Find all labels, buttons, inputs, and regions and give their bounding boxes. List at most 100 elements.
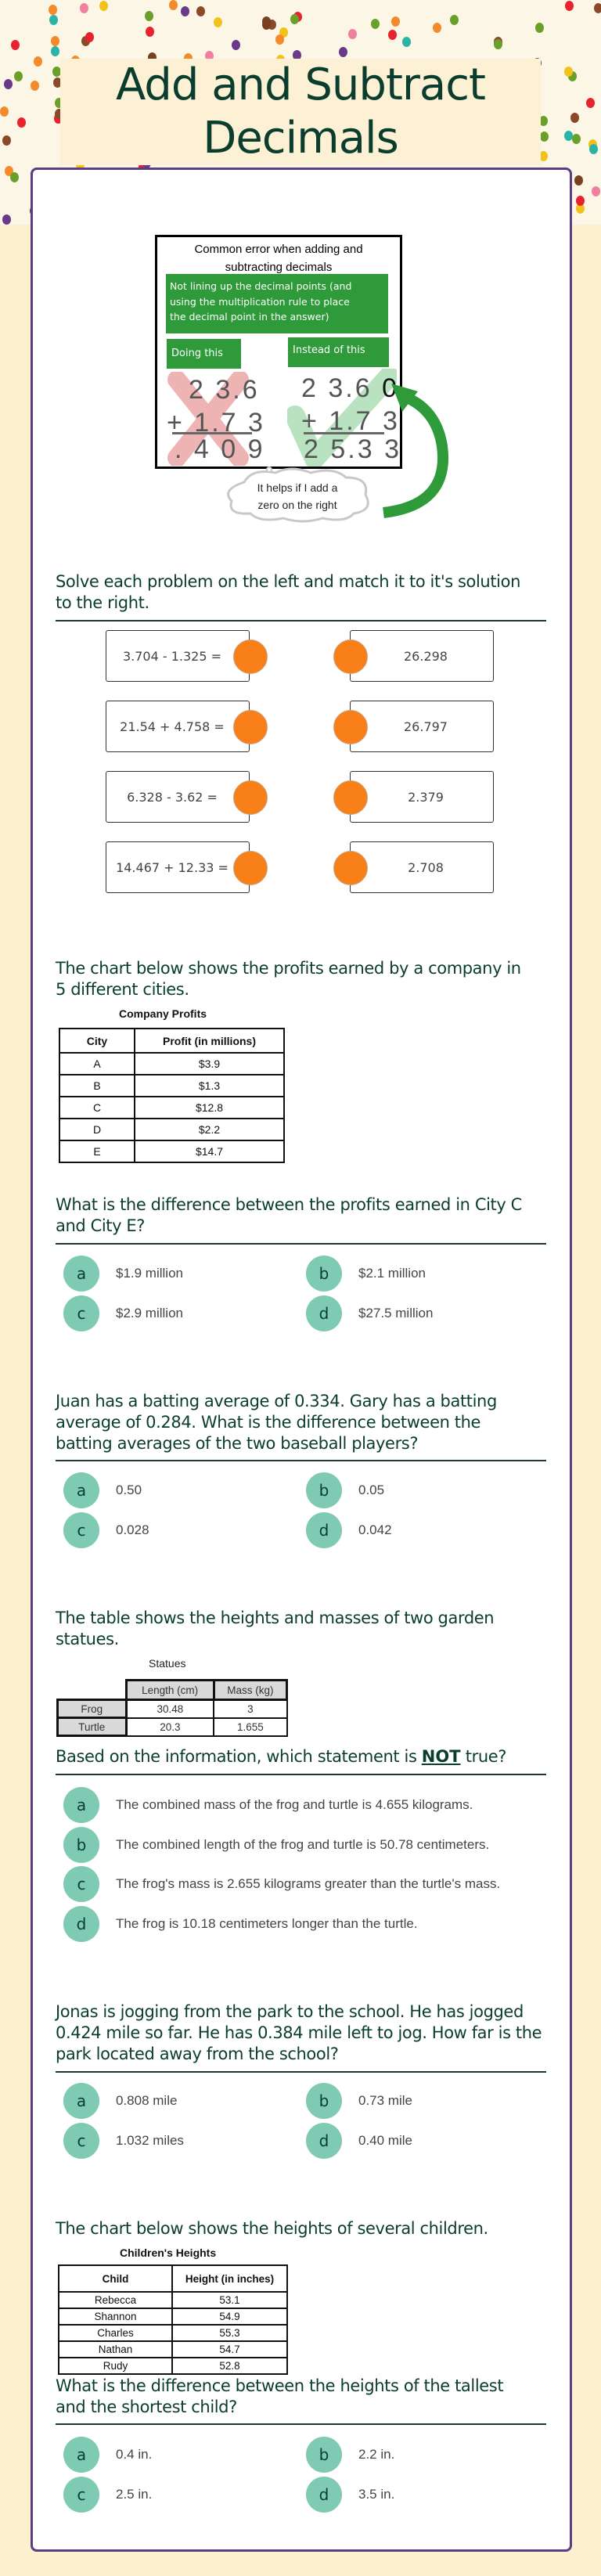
column-header: City [59,1028,135,1054]
table-title: Children's Heights [120,2246,217,2259]
option-letter-bubble[interactable]: c [63,2123,99,2159]
answer-option-c[interactable]: c 2.5 in. [63,2477,152,2513]
solution-card[interactable]: 26.298 [350,630,494,682]
table-cell: 3 [213,1699,288,1719]
polka-dot [539,131,549,142]
right-label: Instead of this [288,337,389,367]
answer-option-a[interactable]: a The combined mass of the frog and turt… [63,1787,473,1823]
option-letter-bubble[interactable]: c [63,1295,99,1331]
answer-option-b[interactable]: b The combined length of the frog and tu… [63,1827,489,1863]
option-letter-bubble[interactable]: a [63,1472,99,1508]
table-row: D $2.2 [59,1118,285,1141]
polka-dot [575,196,585,207]
column-header: Child [58,2264,173,2293]
option-text: $27.5 million [358,1306,434,1320]
wrong-sum-line [172,432,252,434]
polka-dot [538,151,548,162]
problem-card[interactable]: 21.54 + 4.758 = [106,701,250,752]
polka-dot [81,36,90,47]
option-letter-bubble[interactable]: d [306,1295,342,1331]
option-letter-bubble[interactable]: c [63,1512,99,1548]
solution-card[interactable]: 26.797 [350,701,494,752]
option-letter-bubble[interactable]: b [306,2083,342,2119]
answer-option-d[interactable]: d 3.5 in. [306,2477,394,2513]
polka-dot [593,2,601,13]
polka-dot [50,35,59,46]
solution-card[interactable]: 2.708 [350,841,494,893]
question-line: batting averages of the two baseball pla… [56,1434,419,1453]
answer-option-b[interactable]: b 2.2 in. [306,2437,394,2473]
option-text: 0.50 [116,1483,142,1497]
answer-option-c[interactable]: c 0.028 [63,1512,149,1548]
divider [56,2071,546,2073]
table-cell: Rebecca [58,2291,173,2309]
answer-option-d[interactable]: d 0.042 [306,1512,392,1548]
table-cell: 54.9 [171,2308,288,2326]
answer-option-c[interactable]: c The frog's mass is 2.655 kilograms gre… [63,1866,500,1902]
problem-connector-dot[interactable] [233,780,268,815]
answer-option-c[interactable]: c $2.9 million [63,1295,183,1331]
answer-option-c[interactable]: c 1.032 miles [63,2123,184,2159]
polka-dot [34,56,43,67]
answer-option-a[interactable]: a $1.9 million [63,1256,183,1292]
table-cell: 52.8 [171,2357,288,2375]
answer-option-a[interactable]: a 0.50 [63,1472,142,1508]
q5-intro: The chart below shows the heights of sev… [56,2218,549,2239]
option-letter-bubble[interactable]: a [63,1256,99,1292]
common-error-image: Common error when adding and subtracting… [155,235,402,469]
polka-dot [538,115,548,126]
option-letter-bubble[interactable]: d [306,1512,342,1548]
option-letter-bubble[interactable]: a [63,2437,99,2473]
answer-option-d[interactable]: d 0.40 mile [306,2123,412,2159]
note-line: the decimal point in the answer) [170,311,329,322]
option-text: The combined length of the frog and turt… [116,1837,490,1852]
error-title-line: subtracting decimals [225,261,333,274]
table-cell: E [59,1140,135,1163]
polka-dot [79,2,88,13]
answer-option-a[interactable]: a 0.808 mile [63,2083,177,2119]
answer-option-b[interactable]: b 0.73 mile [306,2083,412,2119]
polka-dot [85,32,95,43]
polka-dot [347,28,357,39]
polka-dot [275,34,284,45]
answer-option-b[interactable]: b $2.1 million [306,1256,426,1292]
q5-question: What is the difference between the heigh… [56,2376,549,2418]
solution-card[interactable]: 2.379 [350,771,494,823]
answer-option-b[interactable]: b 0.05 [306,1472,384,1508]
note-line: using the multiplication rule to place [170,295,350,308]
solution-connector-dot[interactable] [333,851,368,885]
problem-connector-dot[interactable] [233,710,268,744]
answer-option-d[interactable]: d The frog is 10.18 centimeters longer t… [63,1906,418,1942]
answer-option-a[interactable]: a 0.4 in. [63,2437,152,2473]
polka-dot [147,52,157,63]
table-cell: Shannon [58,2308,173,2326]
option-letter-bubble[interactable]: c [63,1866,99,1902]
polka-dot [290,13,300,24]
problem-connector-dot[interactable] [233,639,268,674]
option-letter-bubble[interactable]: b [306,1472,342,1508]
solution-connector-dot[interactable] [333,639,368,674]
option-letter-bubble[interactable]: d [306,2123,342,2159]
polka-dot [10,40,20,51]
option-letter-bubble[interactable]: b [306,2437,342,2473]
solution-connector-dot[interactable] [333,780,368,815]
option-letter-bubble[interactable]: d [63,1906,99,1942]
table-cell: Charles [58,2324,173,2342]
problem-connector-dot[interactable] [233,851,268,885]
title-line: Decimals [203,113,399,164]
right-sum-line [304,432,384,434]
option-letter-bubble[interactable]: a [63,2083,99,2119]
answer-option-d[interactable]: d $27.5 million [306,1295,433,1331]
solution-connector-dot[interactable] [333,710,368,744]
problem-card[interactable]: 14.467 + 12.33 = [106,841,250,893]
option-letter-bubble[interactable]: d [306,2477,342,2513]
option-letter-bubble[interactable]: c [63,2477,99,2513]
option-letter-bubble[interactable]: b [306,1256,342,1292]
polka-dot [371,19,380,30]
problem-card[interactable]: 6.328 - 3.62 = [106,771,250,823]
problem-card[interactable]: 3.704 - 1.325 = [106,630,250,682]
option-letter-bubble[interactable]: b [63,1827,99,1863]
option-letter-bubble[interactable]: a [63,1787,99,1823]
polka-dot [493,38,502,49]
solution-text: 2.379 [408,789,444,805]
